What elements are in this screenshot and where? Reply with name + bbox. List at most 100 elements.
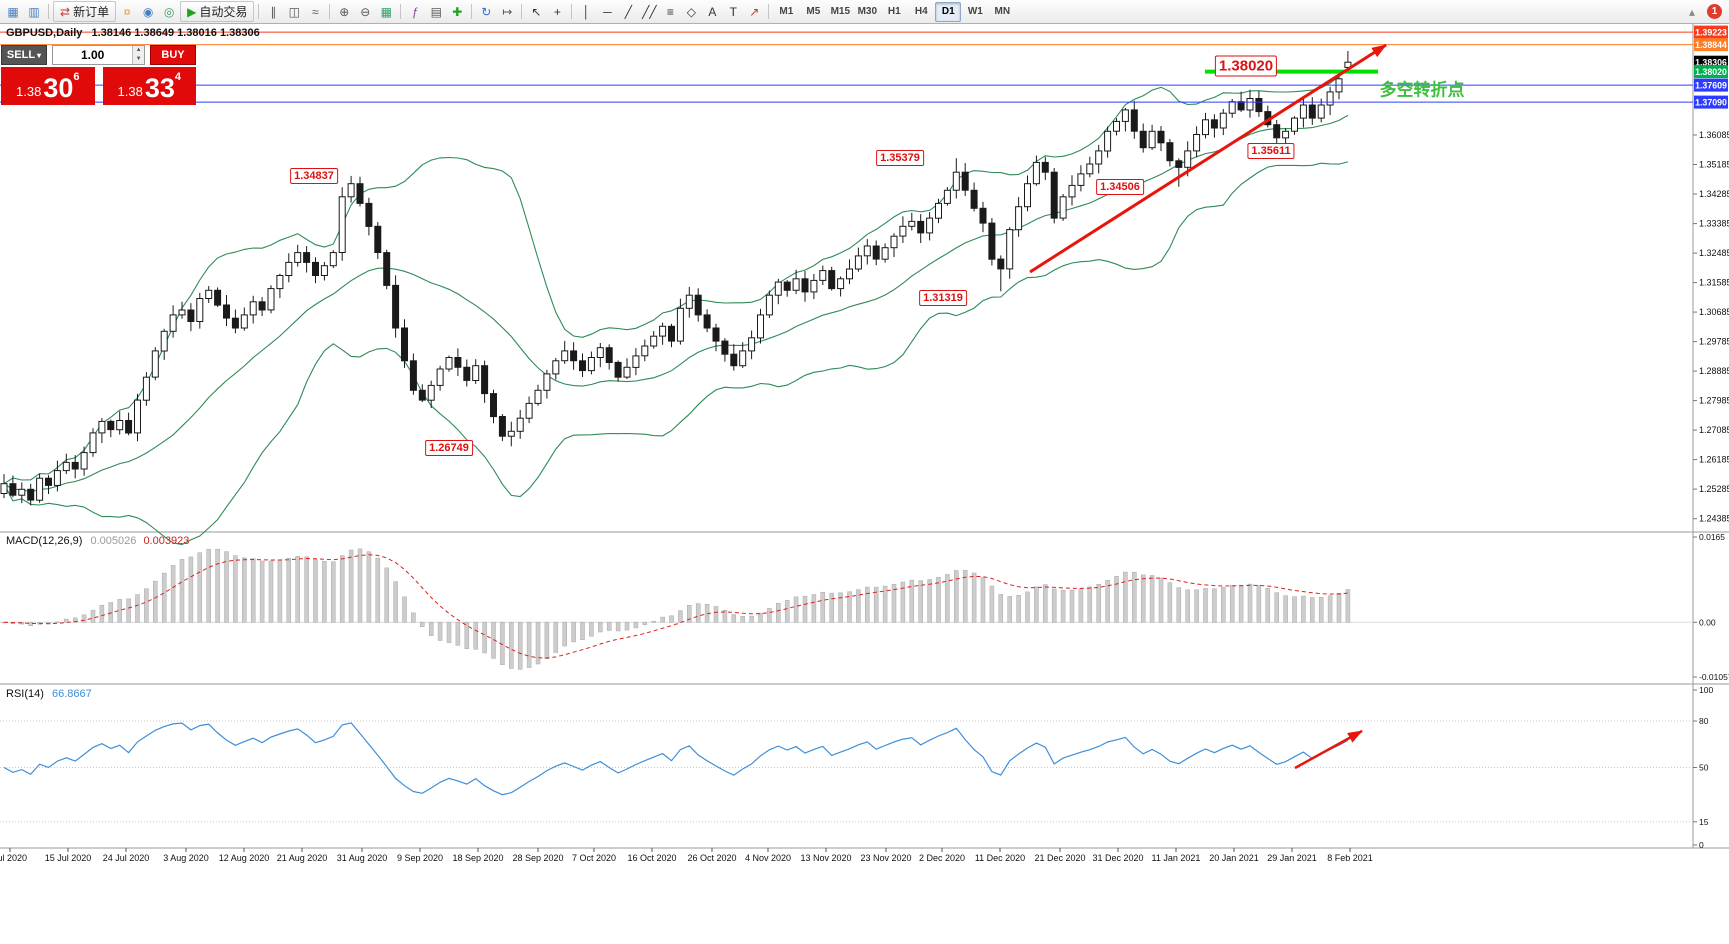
text-icon[interactable]: A bbox=[708, 4, 717, 19]
new-order-button-icon: ⇄ bbox=[60, 4, 71, 19]
price-badge bbox=[1694, 25, 1728, 39]
toolbar-separator bbox=[400, 4, 402, 19]
svg-text:1.25285: 1.25285 bbox=[1699, 484, 1729, 494]
volume-input[interactable] bbox=[53, 46, 133, 64]
svg-text:1.39223: 1.39223 bbox=[1695, 27, 1727, 37]
indicators-icon[interactable]: ƒ bbox=[411, 4, 419, 19]
svg-text:18 Sep 2020: 18 Sep 2020 bbox=[452, 853, 503, 863]
horizontal-levels[interactable] bbox=[0, 31, 1693, 103]
svg-text:9 Sep 2020: 9 Sep 2020 bbox=[397, 853, 443, 863]
bid-price-button[interactable]: 1.38 30 6 bbox=[1, 67, 95, 105]
bid-prefix: 1.38 bbox=[16, 84, 42, 99]
svg-text:8 Feb 2021: 8 Feb 2021 bbox=[1327, 853, 1373, 863]
price-annotation[interactable]: 1.35379 bbox=[876, 150, 924, 167]
ohlc-values: 1.38146 1.38649 1.38016 1.38306 bbox=[91, 27, 260, 39]
svg-text:Jul 2020: Jul 2020 bbox=[0, 853, 27, 863]
autoscroll-icon[interactable]: ↻ bbox=[481, 4, 492, 19]
buy-button[interactable]: BUY bbox=[150, 45, 196, 65]
price-annotation[interactable]: 1.34506 bbox=[1096, 178, 1144, 195]
notifications-badge[interactable]: 1 bbox=[1707, 4, 1722, 19]
new-order-button-label: 新订单 bbox=[73, 5, 110, 19]
svg-text:15: 15 bbox=[1699, 817, 1709, 827]
time-axis[interactable]: Jul 2020 15 Jul 2020 24 Jul 2020 3 Aug 2020… bbox=[0, 848, 1373, 863]
horizontal-line-icon[interactable]: ─ bbox=[603, 4, 612, 19]
shapes-icon[interactable]: ◇ bbox=[686, 4, 696, 19]
autotrade-button[interactable]: ▶ 自动交易 bbox=[180, 1, 255, 22]
price-badge bbox=[1694, 95, 1728, 109]
timeframe-m30-button[interactable]: M30 bbox=[857, 6, 878, 17]
timeframe-h4-button[interactable]: H4 bbox=[914, 6, 928, 17]
macd-name: MACD(12,26,9) bbox=[6, 535, 83, 547]
new-chart-icon[interactable]: ▦ bbox=[7, 4, 19, 19]
add-indicator-icon[interactable]: ✚ bbox=[452, 4, 463, 19]
sell-button[interactable]: SELL ▾ bbox=[1, 45, 47, 65]
chart-shift-icon[interactable]: ↦ bbox=[502, 4, 513, 19]
price-annotation[interactable]: 1.31319 bbox=[919, 290, 967, 307]
market-icon[interactable]: ◎ bbox=[163, 4, 175, 19]
macd-label: MACD(12,26,9) 0.005026 0.003923 bbox=[6, 535, 189, 547]
timeframe-m1-button[interactable]: M1 bbox=[779, 6, 794, 17]
price-annotation[interactable]: 1.26749 bbox=[425, 440, 473, 457]
svg-text:0: 0 bbox=[1699, 840, 1704, 850]
pane-borders bbox=[0, 24, 1729, 849]
ask-price-button[interactable]: 1.38 33 4 bbox=[102, 67, 196, 105]
new-order-button[interactable]: ⇄ 新订单 bbox=[53, 1, 117, 22]
volume-down-button[interactable]: ▼ bbox=[133, 55, 144, 64]
label-icon[interactable]: T bbox=[729, 4, 737, 19]
crosshair-icon[interactable]: + bbox=[553, 4, 561, 19]
trend-arrow[interactable] bbox=[1029, 43, 1387, 274]
svg-text:1.37609: 1.37609 bbox=[1695, 80, 1727, 90]
svg-text:1.31585: 1.31585 bbox=[1699, 278, 1729, 288]
indicator-windows-icon[interactable]: ▤ bbox=[430, 4, 442, 19]
timeframe-mn-button[interactable]: MN bbox=[994, 6, 1011, 17]
svg-text:50: 50 bbox=[1699, 763, 1709, 773]
svg-text:1.27985: 1.27985 bbox=[1699, 396, 1729, 406]
zoom-out-icon[interactable]: ⊖ bbox=[360, 4, 371, 19]
svg-text:31 Dec 2020: 31 Dec 2020 bbox=[1092, 853, 1143, 863]
timeframe-m5-button[interactable]: M5 bbox=[806, 6, 821, 17]
volume-control: ▲ ▼ bbox=[52, 45, 145, 65]
accounts-icon[interactable]: ◉ bbox=[142, 4, 154, 19]
volume-up-button[interactable]: ▲ bbox=[133, 46, 144, 55]
vertical-line-icon[interactable]: │ bbox=[582, 4, 591, 19]
svg-text:1.29785: 1.29785 bbox=[1699, 337, 1729, 347]
timeframe-m15-button[interactable]: M15 bbox=[830, 6, 851, 17]
arrow-tool-icon[interactable]: ↗ bbox=[749, 4, 760, 19]
timeframe-h1-button[interactable]: H1 bbox=[887, 6, 901, 17]
svg-text:13 Nov 2020: 13 Nov 2020 bbox=[800, 853, 851, 863]
rsi-arrow[interactable] bbox=[1294, 729, 1363, 770]
fibonacci-icon[interactable]: ≡ bbox=[666, 4, 674, 19]
svg-text:23 Nov 2020: 23 Nov 2020 bbox=[860, 853, 911, 863]
toolbar-separator bbox=[329, 4, 331, 19]
cursor-icon[interactable]: ↖ bbox=[531, 4, 542, 19]
candlestick-chart-icon[interactable]: ◫ bbox=[288, 4, 300, 19]
toolbar-more-icon[interactable]: ▴ bbox=[1688, 4, 1696, 19]
svg-text:1.34285: 1.34285 bbox=[1699, 189, 1729, 199]
funds-icon[interactable]: ¤ bbox=[123, 4, 131, 19]
timeframe-w1-button[interactable]: W1 bbox=[967, 6, 983, 17]
line-chart-icon[interactable]: ≈ bbox=[312, 4, 319, 19]
svg-text:29 Jan 2021: 29 Jan 2021 bbox=[1267, 853, 1317, 863]
price-annotation[interactable]: 1.38020 bbox=[1214, 55, 1278, 77]
chart-profiles-icon[interactable]: ▥ bbox=[28, 4, 40, 19]
toolbar-separator bbox=[48, 4, 49, 19]
svg-text:28 Sep 2020: 28 Sep 2020 bbox=[512, 853, 563, 863]
ask-pip-digit: 4 bbox=[174, 71, 181, 83]
svg-text:1.38020: 1.38020 bbox=[1695, 67, 1727, 77]
turning-point-note[interactable]: 多空转折点 bbox=[1379, 80, 1465, 100]
trendline-icon[interactable]: ╱ bbox=[624, 4, 632, 19]
channel-icon[interactable]: ╱╱ bbox=[642, 4, 657, 19]
price-annotation[interactable]: 1.35611 bbox=[1247, 142, 1295, 159]
svg-text:1.37090: 1.37090 bbox=[1695, 97, 1727, 107]
svg-text:26 Oct 2020: 26 Oct 2020 bbox=[687, 853, 736, 863]
toolbar-separator bbox=[521, 4, 523, 19]
price-annotation[interactable]: 1.34837 bbox=[290, 167, 338, 184]
svg-text:20 Jan 2021: 20 Jan 2021 bbox=[1209, 853, 1259, 863]
bar-chart-icon[interactable]: ∥ bbox=[270, 4, 277, 19]
tile-windows-icon[interactable]: ▦ bbox=[380, 4, 392, 19]
timeframe-d1-button[interactable]: D1 bbox=[935, 1, 962, 22]
chart-title: GBPUSD,Daily 1.38146 1.38649 1.38016 1.3… bbox=[6, 27, 260, 39]
price-scale[interactable]: 1.36085 1.35185 1.34285 1.33385 1.32485 1.315… bbox=[1693, 25, 1729, 524]
zoom-in-icon[interactable]: ⊕ bbox=[339, 4, 350, 19]
